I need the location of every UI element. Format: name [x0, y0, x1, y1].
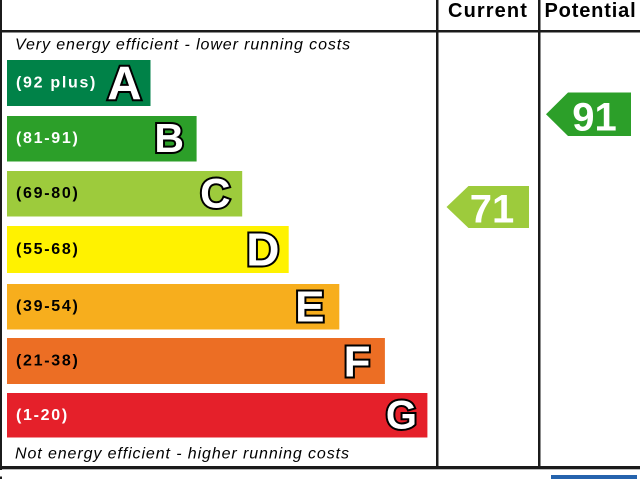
- svg-text:(69-80): (69-80): [16, 185, 79, 202]
- svg-text:91: 91: [572, 96, 617, 140]
- svg-text:(1-20): (1-20): [16, 407, 69, 424]
- svg-text:G: G: [386, 394, 417, 438]
- svg-text:F: F: [344, 338, 371, 387]
- svg-text:Potential: Potential: [544, 0, 636, 22]
- svg-text:Very energy efficient - lower: Very energy efficient - lower running co…: [15, 37, 351, 54]
- svg-text:Not energy efficient - higher: Not energy efficient - higher running co…: [15, 446, 350, 463]
- svg-text:(39-54): (39-54): [16, 298, 79, 315]
- svg-text:(55-68): (55-68): [16, 241, 79, 258]
- svg-text:(92 plus): (92 plus): [16, 75, 97, 92]
- svg-text:E: E: [295, 283, 324, 332]
- svg-text:C: C: [200, 170, 230, 217]
- svg-text:71: 71: [470, 188, 515, 232]
- svg-text:B: B: [154, 115, 184, 161]
- svg-text:D: D: [246, 224, 279, 276]
- svg-text:(81-91): (81-91): [16, 130, 79, 147]
- svg-text:A: A: [107, 58, 141, 111]
- svg-text:Current: Current: [448, 0, 528, 22]
- svg-text:(21-38): (21-38): [16, 353, 79, 370]
